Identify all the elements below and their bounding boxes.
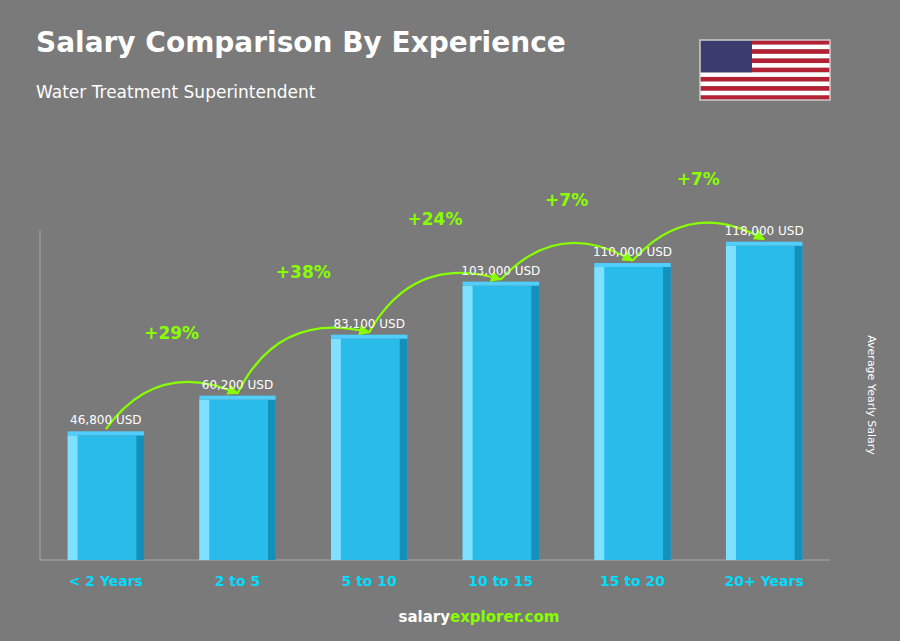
- bar-highlight: [331, 339, 341, 560]
- bar: [463, 286, 539, 560]
- change-label: +24%: [408, 209, 463, 229]
- bar-cap: [463, 282, 539, 286]
- bar-group: [463, 282, 539, 560]
- bar-highlight: [726, 246, 736, 560]
- bar-cap: [726, 242, 802, 246]
- bar: [331, 339, 407, 560]
- bar: [594, 267, 670, 560]
- flag-stripe: [700, 72, 830, 77]
- bar-shadow: [663, 267, 671, 560]
- data-label: 60,200 USD: [202, 378, 273, 392]
- x-tick-label: < 2 Years: [69, 573, 143, 589]
- bar-highlight: [594, 267, 604, 560]
- bar-cap: [68, 431, 144, 435]
- bar-cap: [199, 396, 275, 400]
- bar-shadow: [136, 435, 144, 560]
- bar-group: [594, 263, 670, 560]
- x-tick-label: 20+ Years: [725, 573, 804, 589]
- bar-group: [726, 242, 802, 560]
- bar: [199, 400, 275, 560]
- bar-shadow: [400, 339, 408, 560]
- flag-stripe: [700, 91, 830, 96]
- background: [0, 0, 900, 641]
- data-label: 103,000 USD: [461, 264, 540, 278]
- bar-group: [199, 396, 275, 560]
- y-axis-line: [40, 230, 41, 560]
- title: Salary Comparison By Experience: [36, 26, 566, 59]
- bar-cap: [331, 335, 407, 339]
- x-tick-label: 10 to 15: [468, 573, 533, 589]
- y-axis-label: Average Yearly Salary: [865, 335, 878, 455]
- x-tick-label: 15 to 20: [600, 573, 665, 589]
- footer: explorer.com: [450, 608, 559, 626]
- bar-group: [331, 335, 407, 560]
- bar-highlight: [199, 400, 209, 560]
- flag-stripe: [700, 86, 830, 91]
- footer: salary: [399, 608, 451, 626]
- subtitle: Water Treatment Superintendent: [36, 82, 316, 102]
- flag-canton: [700, 40, 752, 72]
- bars: [68, 242, 803, 560]
- change-label: +29%: [144, 323, 199, 343]
- bar-highlight: [463, 286, 473, 560]
- flag-stripe: [700, 77, 830, 82]
- data-label: 46,800 USD: [70, 413, 141, 427]
- x-tick-label: 5 to 10: [342, 573, 398, 589]
- x-tick-label: 2 to 5: [215, 573, 261, 589]
- data-label: 118,000 USD: [725, 224, 804, 238]
- flag-border: [700, 40, 830, 100]
- bar-cap: [594, 263, 670, 267]
- data-label: 83,100 USD: [333, 317, 404, 331]
- change-label: +7%: [545, 190, 588, 210]
- bar: [68, 435, 144, 560]
- bar-group: [68, 431, 144, 560]
- flag-stripe: [700, 82, 830, 87]
- x-axis-line: [40, 560, 830, 561]
- bar-shadow: [268, 400, 276, 560]
- bar-highlight: [68, 435, 78, 560]
- data-label: 110,000 USD: [593, 245, 672, 259]
- bar: [726, 246, 802, 560]
- bar-shadow: [795, 246, 803, 560]
- change-label: +38%: [276, 262, 331, 282]
- chart: Salary Comparison By Experience Water Tre…: [0, 0, 900, 641]
- bar-shadow: [531, 286, 539, 560]
- change-label: +7%: [677, 169, 720, 189]
- flag: [700, 40, 830, 100]
